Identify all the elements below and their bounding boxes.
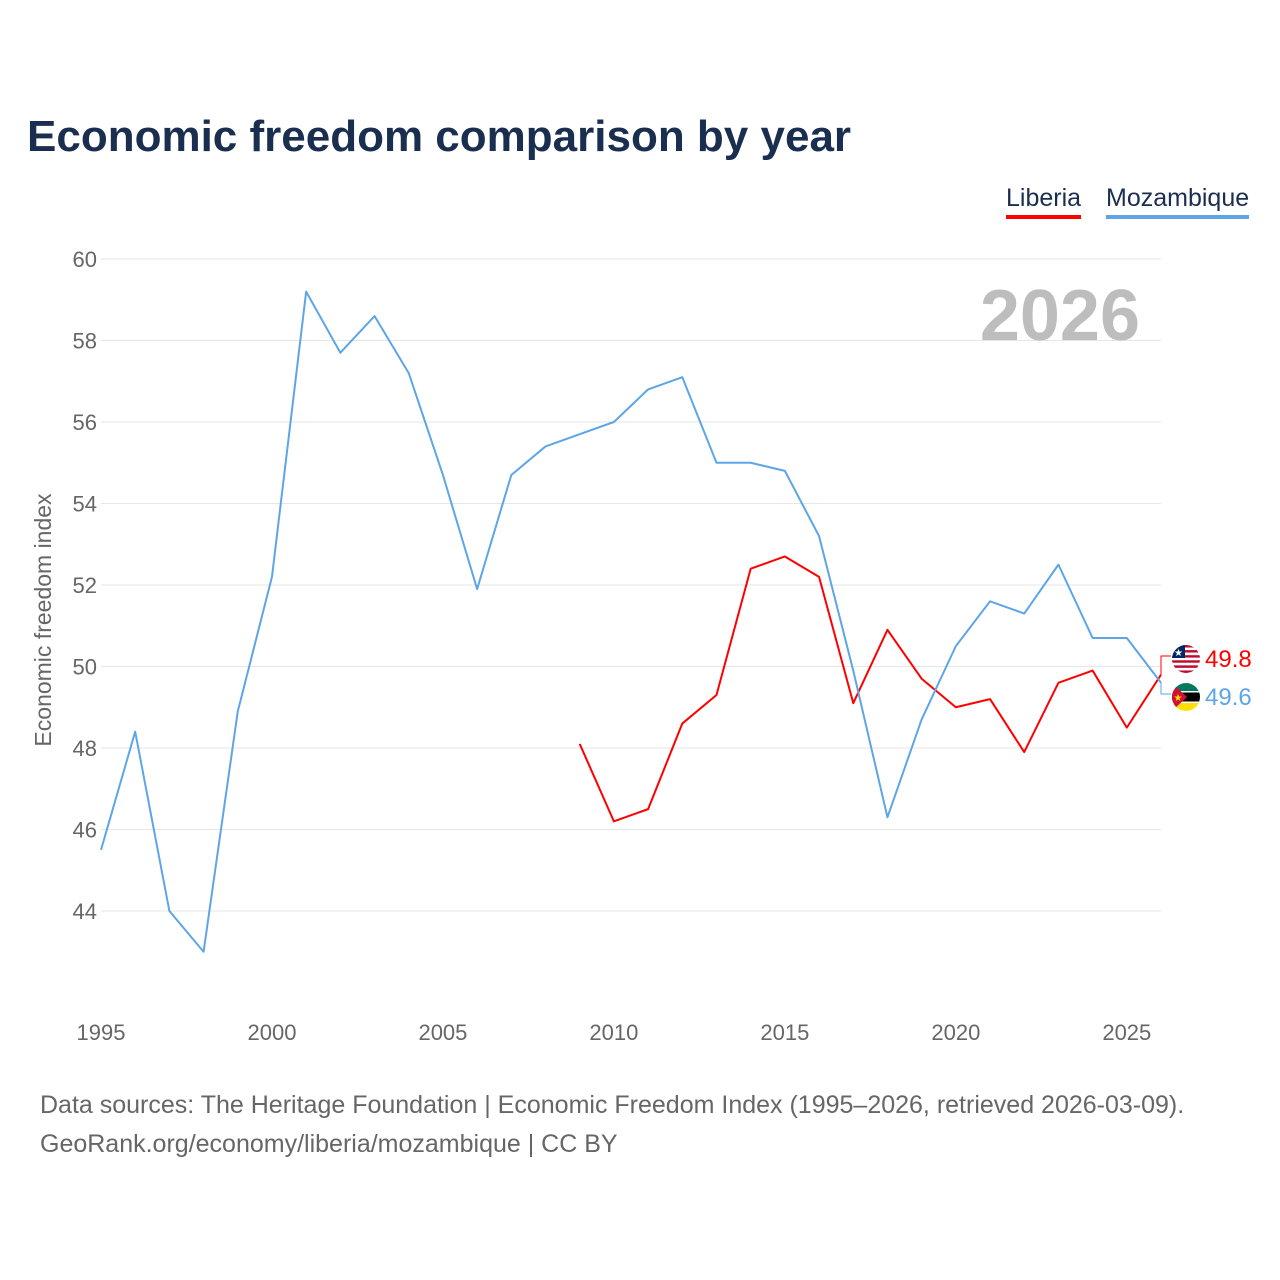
end-value-label-liberia: 49.8	[1205, 646, 1252, 673]
stripe	[1172, 647, 1200, 651]
y-tick-label: 48	[73, 736, 97, 761]
stripe	[1172, 691, 1200, 693]
stripe	[1172, 657, 1200, 661]
stripe	[1172, 670, 1200, 673]
y-tick-label: 54	[73, 492, 97, 517]
y-tick-label: 60	[73, 247, 97, 272]
y-tick-label: 46	[73, 818, 97, 843]
x-tick-label: 1995	[77, 1020, 126, 1045]
x-tick-label: 2020	[931, 1020, 980, 1045]
star: ★	[1174, 648, 1183, 659]
stripe	[1172, 660, 1200, 663]
x-tick-label: 2005	[418, 1020, 467, 1045]
stripe	[1172, 652, 1200, 656]
stripe	[1172, 650, 1200, 653]
year-watermark: 2026	[980, 276, 1140, 356]
footer: Data sources: The Heritage Foundation | …	[40, 1086, 1184, 1164]
y-axis-label: Economic freedom index	[30, 493, 56, 747]
legend-mozambique[interactable]: Mozambique	[1106, 184, 1250, 219]
stripe	[1172, 667, 1200, 671]
x-tick-label: 2015	[760, 1020, 809, 1045]
stripe	[1172, 703, 1200, 711]
x-tick-label: 2000	[247, 1020, 296, 1045]
triangle	[1172, 683, 1187, 711]
series-line-liberia	[578, 555, 1162, 823]
stripe	[1172, 665, 1200, 668]
series-line-mozambique	[100, 290, 1162, 953]
y-tick-label: 56	[73, 410, 97, 435]
chart-title: Economic freedom comparison by year	[27, 112, 852, 161]
x-tick-label: 2010	[589, 1020, 638, 1045]
stripe	[1172, 662, 1200, 666]
end-connector	[1160, 655, 1171, 675]
end-connector	[1160, 682, 1171, 695]
stripe	[1172, 683, 1200, 692]
stripe	[1172, 645, 1200, 648]
y-tick-label: 58	[73, 329, 97, 354]
end-value-label-mozambique: 49.6	[1205, 684, 1252, 711]
flag: ★	[1172, 683, 1200, 711]
legend-liberia[interactable]: Liberia	[1006, 184, 1082, 219]
mozambique-flag-icon: ★	[1172, 683, 1200, 711]
stripe	[1172, 655, 1200, 658]
y-tick-label: 52	[73, 573, 97, 598]
footer-link[interactable]: GeoRank.org/economy/liberia/mozambique |…	[40, 1130, 618, 1158]
y-tick-label: 44	[73, 899, 97, 924]
liberia-flag-icon: ★	[1172, 645, 1200, 673]
x-tick-label: 2025	[1102, 1020, 1151, 1045]
flag: ★	[1172, 645, 1200, 673]
y-tick-label: 50	[73, 655, 97, 680]
star: ★	[1174, 693, 1183, 704]
stripe	[1172, 701, 1200, 703]
footer-sources: Data sources: The Heritage Foundation | …	[40, 1091, 1185, 1119]
